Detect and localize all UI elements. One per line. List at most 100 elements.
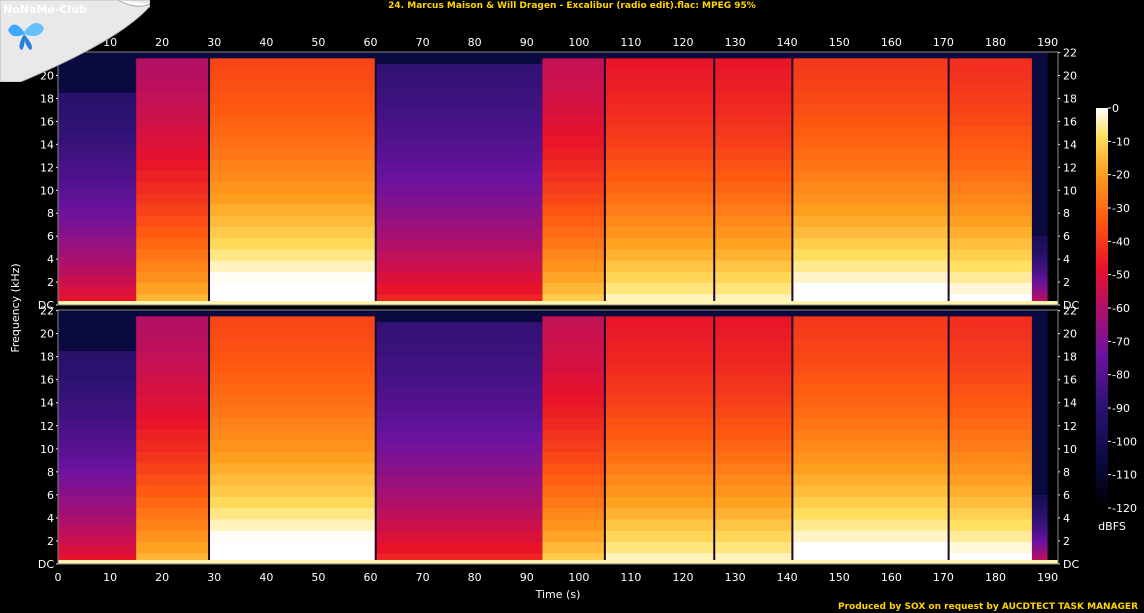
segment-1-band <box>136 327 210 340</box>
x-axis-label: Time (s) <box>535 588 581 601</box>
segment-1-silence <box>136 52 210 59</box>
segment-7-band <box>792 248 949 261</box>
segment-9-band <box>1031 504 1048 508</box>
segment-8-band <box>948 395 1032 407</box>
segment-0-band <box>58 457 137 468</box>
segment-6-band <box>714 428 793 441</box>
segment-5-band <box>604 417 715 430</box>
segment-5-band <box>604 226 715 239</box>
segment-7-band <box>792 361 949 374</box>
segment-2-band <box>209 473 376 486</box>
segment-1-band <box>136 485 210 497</box>
segment-4-band <box>542 215 605 228</box>
segment-0-band <box>58 198 137 210</box>
segment-1-band <box>136 170 210 183</box>
segment-5-band <box>604 428 715 441</box>
dropout-line <box>947 52 950 305</box>
segment-5-band <box>604 395 715 407</box>
segment-3-band <box>375 75 543 87</box>
dropout-line <box>713 310 716 564</box>
segment-1-band <box>136 293 210 306</box>
y-tick-right: 14 <box>1063 138 1077 151</box>
segment-5-band <box>604 496 715 509</box>
segment-7-silence <box>792 52 949 59</box>
segment-1-band <box>136 204 210 216</box>
y-tick-right: 2 <box>1063 276 1070 289</box>
segment-4-band <box>542 485 605 497</box>
colorbar-tick: -100 <box>1112 435 1137 448</box>
x-tick-top: 80 <box>468 36 482 49</box>
segment-0-band <box>58 131 137 142</box>
site-logo: NoNaMe-Club <box>0 0 150 82</box>
segment-0-band <box>58 525 137 536</box>
segment-2-band <box>209 496 376 509</box>
colorbar-tick: -110 <box>1112 469 1137 482</box>
segment-4-band <box>542 507 605 520</box>
segment-7-band <box>792 271 949 284</box>
segment-6-band <box>714 316 793 329</box>
segment-3-band <box>375 388 543 400</box>
segment-6-band <box>714 226 793 239</box>
segment-7-band <box>792 395 949 407</box>
segment-1-band <box>136 316 210 329</box>
segment-9-band <box>1031 292 1048 297</box>
segment-0-band <box>58 237 137 248</box>
dropout-line <box>791 52 794 305</box>
segment-7-band <box>792 103 949 115</box>
segment-2-band <box>209 69 376 82</box>
segment-1-band <box>136 541 210 554</box>
segment-5-band <box>604 350 715 362</box>
segment-3-band <box>375 206 543 218</box>
segment-8-band <box>948 293 1032 306</box>
segment-7-band <box>792 428 949 441</box>
segment-5-band <box>604 204 715 216</box>
segment-9-band <box>1031 298 1048 303</box>
segment-6-band <box>714 58 793 71</box>
segment-6-band <box>714 170 793 183</box>
x-tick-bottom: 50 <box>311 571 325 584</box>
y-tick-left: 16 <box>40 115 54 128</box>
segment-7-band <box>792 451 949 464</box>
segment-8-band <box>948 260 1032 272</box>
segment-7-band <box>792 530 949 542</box>
segment-2-band <box>209 507 376 520</box>
segment-2-band <box>209 80 376 93</box>
segment-0-band <box>58 467 137 478</box>
segment-8-band <box>948 383 1032 396</box>
segment-6-band <box>714 462 793 475</box>
y-tick-right: 22 <box>1063 47 1077 60</box>
segment-3-band <box>375 410 543 422</box>
y-tick-right: 4 <box>1063 253 1070 266</box>
segment-0-band <box>58 285 137 296</box>
segment-0-band <box>58 208 137 219</box>
dropout-line <box>208 310 211 564</box>
segment-0-band <box>58 256 137 267</box>
segment-5-band <box>604 440 715 452</box>
segment-7-band <box>792 417 949 430</box>
y-tick-right: DC <box>1063 558 1079 571</box>
segment-1-band <box>136 552 210 565</box>
segment-5-band <box>604 215 715 228</box>
x-tick-bottom: 60 <box>364 571 378 584</box>
segment-3-band <box>375 272 543 284</box>
segment-6-band <box>714 248 793 261</box>
segment-9-band <box>1031 242 1048 247</box>
segment-0-band <box>58 169 137 181</box>
segment-4-band <box>542 226 605 239</box>
segment-8-band <box>948 248 1032 261</box>
segment-7-band <box>792 485 949 497</box>
segment-2-band <box>209 395 376 407</box>
channel-panel-2 <box>58 310 1058 565</box>
y-tick-right: DC <box>1063 299 1079 312</box>
y-tick-left: 12 <box>40 420 54 433</box>
segment-6-band <box>714 485 793 497</box>
segment-3-band <box>375 377 543 389</box>
segment-1-band <box>136 148 210 160</box>
y-tick-right: 20 <box>1063 328 1077 341</box>
segment-4-band <box>542 80 605 93</box>
x-tick-bottom: 100 <box>568 571 589 584</box>
segment-1-band <box>136 395 210 407</box>
segment-5-band <box>604 260 715 272</box>
segment-4-band <box>542 541 605 554</box>
x-tick-bottom: 110 <box>620 571 641 584</box>
